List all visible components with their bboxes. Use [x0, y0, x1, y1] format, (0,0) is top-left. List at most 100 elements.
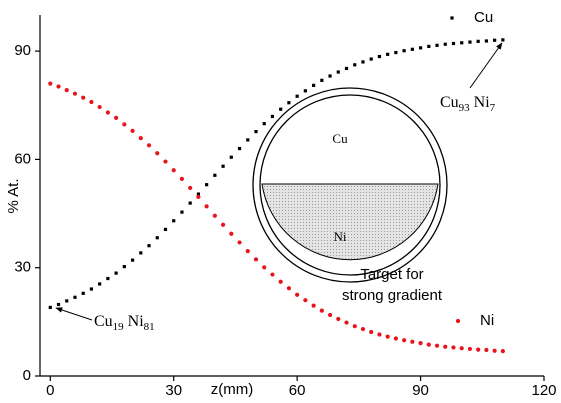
annotation: strong gradient [342, 287, 443, 304]
point [147, 244, 151, 248]
inset-label: Ni [334, 229, 347, 244]
point [385, 334, 390, 339]
point [245, 248, 250, 254]
point [360, 326, 366, 332]
point [443, 344, 448, 349]
point [221, 164, 225, 168]
legend-marker [455, 318, 461, 324]
point [369, 57, 373, 61]
point [336, 70, 340, 74]
subscript: 19 [113, 321, 125, 333]
point [163, 227, 168, 232]
point [171, 168, 176, 173]
x-tick-label: 0 [46, 382, 54, 399]
point [353, 63, 357, 67]
point [229, 155, 233, 159]
point [328, 74, 332, 78]
point [81, 291, 85, 295]
point [196, 194, 201, 200]
point [122, 265, 126, 269]
annotation-part: Cu [440, 94, 459, 111]
point [327, 312, 333, 318]
point [138, 136, 143, 141]
point [188, 185, 193, 191]
x-axis-label: z(mm) [211, 381, 253, 398]
x-tick-label: 30 [165, 382, 182, 399]
point [270, 272, 275, 277]
point [286, 286, 292, 291]
point [180, 210, 184, 214]
point [64, 87, 69, 93]
point [246, 138, 250, 142]
point [427, 44, 431, 49]
point [237, 240, 242, 245]
point [484, 347, 489, 353]
point [303, 298, 308, 303]
point [402, 49, 406, 53]
point [484, 39, 488, 43]
y-tick-label: 90 [14, 42, 31, 59]
point [139, 251, 143, 255]
subscript: 81 [144, 321, 155, 333]
y-axis-label: % At. [5, 178, 22, 213]
annotation: Cu19 Ni81 [94, 313, 155, 333]
point [114, 115, 119, 120]
point [418, 46, 423, 50]
point [311, 303, 316, 308]
point [155, 236, 159, 240]
legend-marker [450, 16, 454, 20]
point [130, 128, 135, 133]
point [287, 101, 291, 105]
point [377, 54, 382, 59]
x-tick-label: 90 [412, 382, 429, 399]
point [48, 305, 52, 310]
point [89, 99, 94, 105]
y-tick-label: 0 [23, 367, 31, 384]
point [213, 173, 217, 177]
point [179, 176, 185, 181]
point [451, 345, 456, 350]
point [434, 343, 440, 348]
point [468, 40, 472, 44]
point [56, 84, 61, 89]
point [319, 308, 324, 313]
point [105, 110, 110, 115]
annotation-part: Ni [470, 94, 491, 111]
point [295, 94, 299, 98]
point [65, 299, 69, 303]
inset-label: Cu [332, 131, 348, 146]
point [204, 204, 209, 209]
point [254, 130, 258, 134]
point [212, 213, 217, 218]
point [98, 282, 102, 286]
point [73, 295, 77, 299]
point [393, 336, 398, 341]
point [229, 231, 234, 236]
point [386, 52, 390, 56]
point [56, 302, 61, 307]
point [48, 81, 53, 86]
point [451, 41, 456, 46]
y-tick-label: 60 [14, 150, 31, 167]
legend-label: Cu [474, 9, 493, 26]
point [106, 276, 110, 281]
x-tick-label: 60 [289, 382, 306, 399]
point [352, 324, 357, 329]
point [344, 66, 349, 71]
point [97, 104, 102, 110]
point [435, 43, 439, 47]
point [320, 78, 324, 82]
subscript: 7 [490, 102, 496, 114]
point [270, 114, 275, 119]
point [402, 338, 407, 343]
point [467, 346, 473, 352]
point [114, 271, 118, 275]
y-tick-label: 30 [14, 259, 31, 276]
point [130, 258, 135, 262]
point [205, 183, 209, 187]
point [122, 122, 127, 127]
point [278, 279, 283, 284]
point [295, 292, 300, 297]
point [303, 89, 307, 93]
